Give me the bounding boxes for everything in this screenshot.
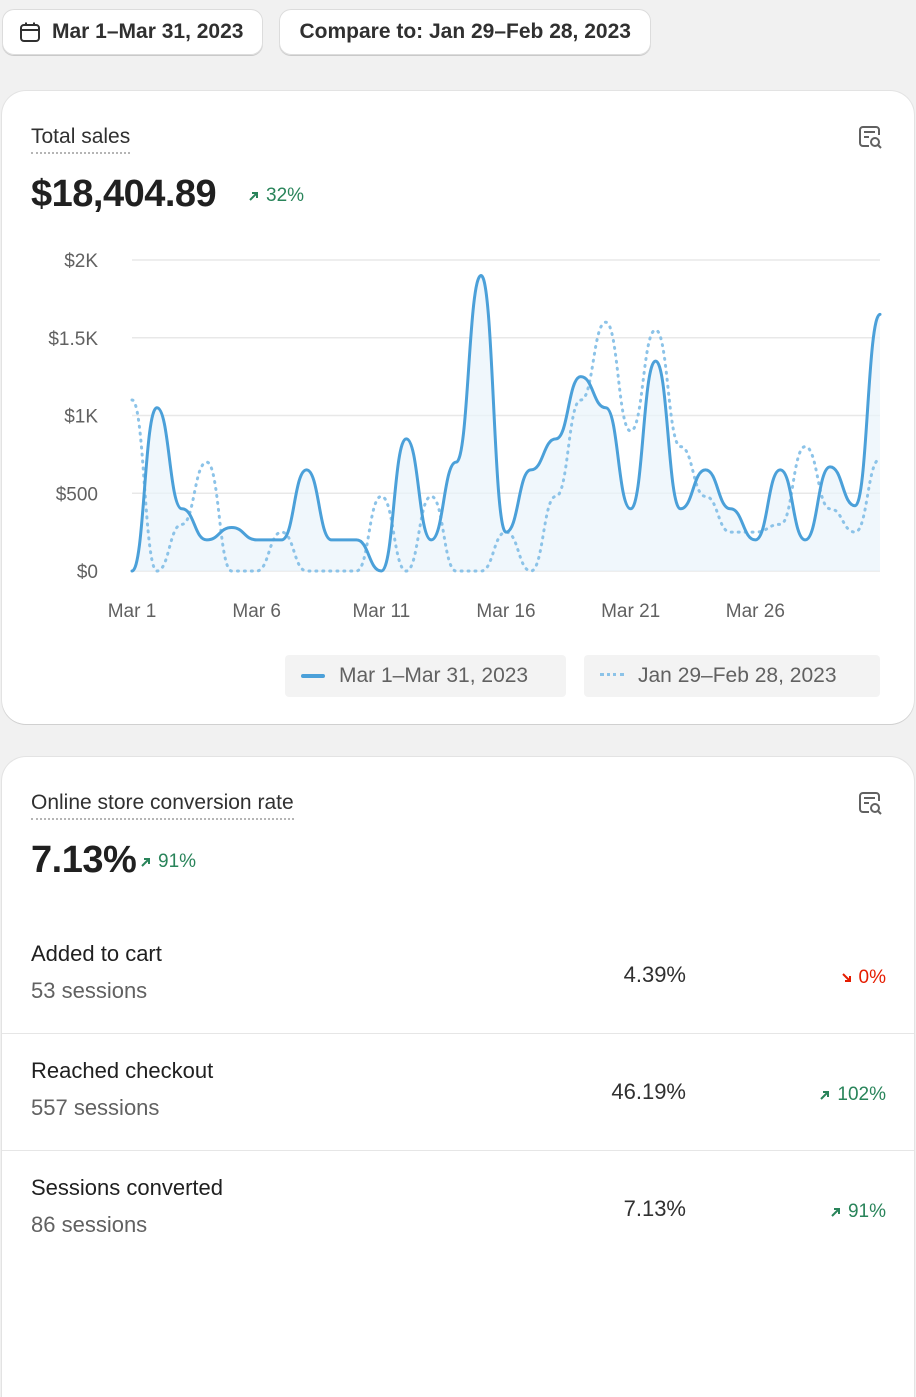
toolbar: Mar 1–Mar 31, 2023 Compare to: Jan 29–Fe… [2, 9, 651, 55]
x-tick-label: Mar 26 [726, 601, 785, 622]
y-tick-label: $500 [56, 484, 98, 505]
conversion-rate-title[interactable]: Online store conversion rate [31, 790, 294, 820]
funnel-row-sessions: 557 sessions [31, 1095, 160, 1120]
funnel-row-sessions-converted: Sessions converted 86 sessions 7.13% 91% [2, 1151, 914, 1267]
arrow-down-right-icon [841, 973, 851, 982]
funnel-row-delta: 91% [830, 1201, 886, 1223]
arrow-up-right-icon [249, 192, 258, 201]
compare-label: Compare to: Jan 29–Feb 28, 2023 [299, 20, 631, 43]
compare-button[interactable]: Compare to: Jan 29–Feb 28, 2023 [279, 9, 651, 55]
report-search-icon[interactable] [856, 123, 884, 151]
arrow-up-right-icon [820, 1091, 830, 1100]
total-sales-card: Total sales $18,404.89 32% $0 $500 $1K $1.5… [2, 91, 914, 724]
total-sales-chart: $0 $500 $1K $1.5K $2K Mar 1 Mar 6 Mar 11 Mar 16 M… [48, 251, 882, 622]
calendar-icon [20, 22, 40, 42]
funnel-row-delta-value: 0% [858, 967, 886, 988]
legend-current-period[interactable]: Mar 1–Mar 31, 2023 [285, 655, 566, 697]
legend-previous-label: Jan 29–Feb 28, 2023 [638, 664, 837, 687]
funnel-row-delta: 102% [819, 1084, 886, 1106]
conversion-rate-card: Online store conversion rate 7.13% 91% A… [2, 757, 914, 1397]
arrow-up-right-icon [141, 858, 150, 867]
y-tick-label: $0 [77, 562, 98, 583]
funnel-row-added-to-cart: Added to cart 53 sessions 4.39% 0% [2, 917, 914, 1034]
funnel-row-label: Sessions converted [31, 1175, 223, 1200]
total-sales-delta-value: 32% [266, 185, 305, 206]
funnel-row-reached-checkout: Reached checkout 557 sessions 46.19% 102… [2, 1034, 914, 1151]
chart-legend: Mar 1–Mar 31, 2023 Jan 29–Feb 28, 2023 [285, 655, 880, 697]
x-tick-label: Mar 21 [601, 601, 660, 622]
x-tick-label: Mar 16 [476, 601, 535, 622]
conversion-rate-value: 7.13% [31, 839, 137, 881]
funnel-row-rate: 46.19% [611, 1079, 686, 1104]
y-tick-label: $1.5K [48, 329, 98, 350]
funnel-row-rate: 7.13% [623, 1196, 686, 1221]
funnel-row-label: Added to cart [31, 941, 162, 966]
funnel-row-rate: 4.39% [623, 962, 686, 987]
total-sales-delta: 32% [248, 185, 304, 207]
conversion-rate-delta: 91% [140, 851, 196, 873]
x-tick-label: Mar 1 [108, 601, 157, 622]
y-tick-label: $1K [64, 407, 98, 428]
funnel-row-delta: 0% [841, 967, 886, 989]
legend-solid-swatch [301, 674, 325, 678]
x-tick-label: Mar 6 [232, 601, 281, 622]
report-search-icon[interactable] [856, 789, 884, 817]
legend-previous-period[interactable]: Jan 29–Feb 28, 2023 [584, 655, 880, 697]
series-area-current [132, 275, 880, 571]
series-line-previous [130, 320, 882, 573]
date-range-label: Mar 1–Mar 31, 2023 [52, 20, 244, 43]
funnel-list: Added to cart 53 sessions 4.39% 0% Reach… [2, 917, 914, 1267]
funnel-row-label: Reached checkout [31, 1058, 214, 1083]
funnel-row-sessions: 86 sessions [31, 1212, 148, 1237]
funnel-row-sessions: 53 sessions [31, 978, 148, 1003]
funnel-row-delta-value: 102% [837, 1084, 886, 1105]
total-sales-value: $18,404.89 [31, 173, 217, 215]
funnel-row-delta-value: 91% [847, 1201, 886, 1222]
y-tick-label: $2K [64, 251, 98, 272]
legend-dotted-swatch [600, 672, 624, 680]
legend-current-label: Mar 1–Mar 31, 2023 [339, 664, 529, 687]
conversion-rate-delta-value: 91% [158, 851, 197, 872]
x-tick-label: Mar 11 [352, 601, 410, 622]
arrow-up-right-icon [831, 1208, 840, 1217]
series-line-current [130, 274, 882, 573]
date-range-button[interactable]: Mar 1–Mar 31, 2023 [2, 9, 264, 55]
total-sales-title[interactable]: Total sales [31, 124, 131, 154]
